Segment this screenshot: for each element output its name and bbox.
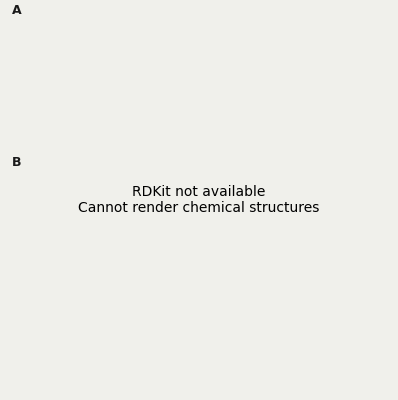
Text: A: A: [12, 4, 21, 16]
Text: RDKit not available
Cannot render chemical structures: RDKit not available Cannot render chemic…: [78, 185, 320, 215]
Text: B: B: [12, 156, 21, 168]
